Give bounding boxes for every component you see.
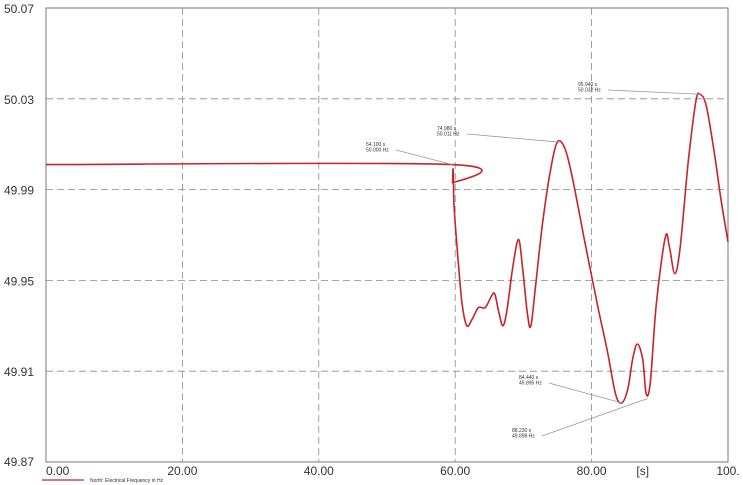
annotation-leader [607, 89, 701, 95]
grid-lines [46, 8, 728, 462]
x-unit-label: [s] [636, 464, 649, 478]
annotation-time: 54.100 s [366, 142, 386, 148]
annotation-time: 84.440 s [519, 375, 539, 381]
y-tick-label: 49.99 [4, 184, 34, 198]
y-tick-labels: 49.87 49.91 49.95 49.99 50.03 50.07 [4, 2, 34, 469]
legend-label: North: Electrical Frequency in Hz [90, 478, 164, 484]
annotation-value: 49.898 Hz [512, 434, 535, 440]
y-tick-label: 49.87 [4, 455, 34, 469]
x-tick-label: 20.00 [167, 464, 197, 478]
series-group [45, 92, 729, 404]
y-tick-label: 50.03 [4, 93, 34, 107]
y-tick-label: 50.07 [4, 2, 34, 16]
annotation-value: 50.032 Hz [578, 88, 601, 94]
y-tick-label: 49.91 [4, 365, 34, 379]
x-tick-labels: 0.00 20.00 40.00 60.00 80.00 100. [46, 464, 740, 478]
x-tick-label: 0.00 [46, 464, 70, 478]
annotation-time: 74.980 s [437, 126, 457, 132]
y-tick-label: 49.95 [4, 274, 34, 288]
annotation-leader [541, 398, 648, 437]
x-tick-label: 40.00 [304, 464, 334, 478]
series-line [45, 92, 729, 404]
annotations-group: 54.100 s50.000 Hz 74.980 s50.011 Hz 95.940… [366, 82, 701, 440]
x-tick-label: 80.00 [577, 464, 607, 478]
annotation-time: 88.230 s [512, 428, 532, 434]
x-tick-label: 60.00 [440, 464, 470, 478]
annotation-leader [466, 133, 558, 143]
annotation-value: 50.011 Hz [437, 132, 460, 138]
annotation-leader [395, 149, 453, 166]
annotation-value: 49.895 Hz [519, 381, 542, 387]
annotation-value: 50.000 Hz [366, 148, 389, 154]
x-tick-label: 100. [716, 464, 739, 478]
annotation-time: 95.940 s [578, 82, 598, 88]
legend: North: Electrical Frequency in Hz [42, 478, 164, 484]
annotation-leader [548, 382, 622, 404]
